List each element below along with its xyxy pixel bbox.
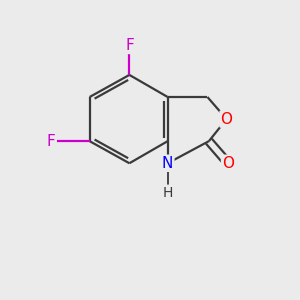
Text: O: O [222,156,234,171]
Text: H: H [163,186,173,200]
Text: O: O [220,112,232,127]
Text: F: F [125,38,134,53]
Text: F: F [47,134,56,149]
Text: N: N [162,156,173,171]
